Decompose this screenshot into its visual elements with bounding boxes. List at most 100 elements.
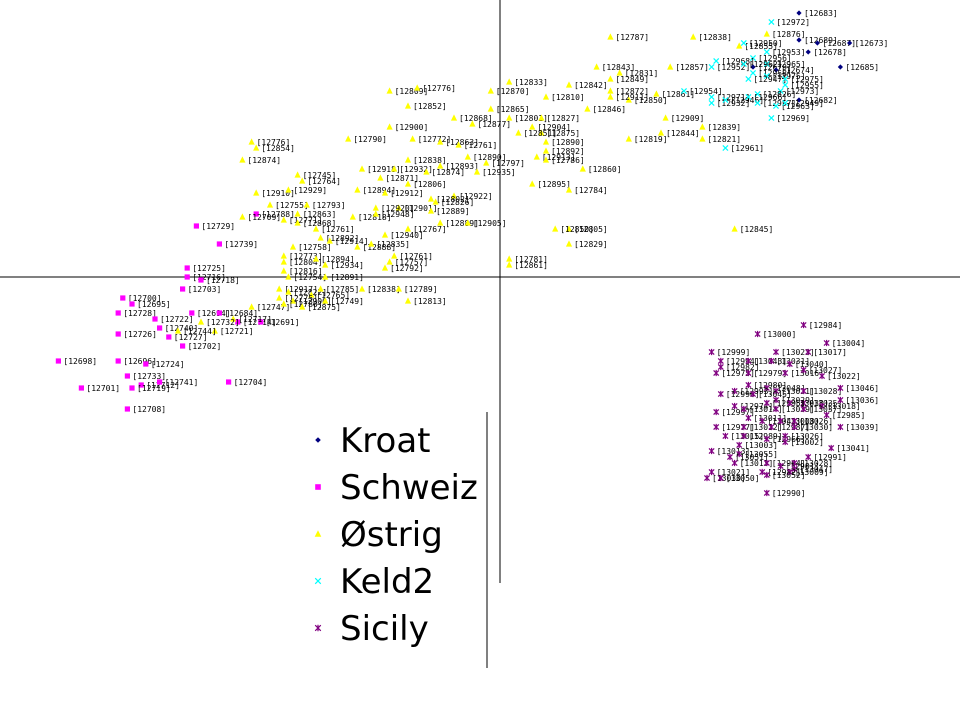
point-marker <box>772 387 780 395</box>
point-label: [12678] <box>813 48 847 57</box>
point-label: [12767] <box>413 225 447 234</box>
point-label: [12918] <box>367 165 401 174</box>
point-marker <box>736 441 743 449</box>
point-label: [12860] <box>588 165 622 174</box>
point-marker <box>280 267 287 274</box>
point-marker <box>763 435 770 443</box>
point-marker <box>129 385 135 391</box>
point-marker <box>542 93 550 100</box>
point-label: [12962] <box>749 60 783 69</box>
point-marker <box>565 81 573 88</box>
point-label: [12905] <box>473 219 507 228</box>
point-marker <box>708 447 715 455</box>
series-sicily: [12984][13000][13004][12999] [13023][1301… <box>703 321 879 498</box>
point-marker <box>404 297 412 304</box>
point-marker <box>381 189 389 196</box>
point-label: [12893] <box>445 162 479 171</box>
point-label: [13042] <box>767 417 801 426</box>
point-label: [12776] <box>257 138 291 147</box>
point-marker <box>294 171 301 178</box>
point-label: [12806] <box>413 180 447 189</box>
point-marker <box>157 325 163 331</box>
point-marker <box>542 156 550 163</box>
point-marker <box>703 474 711 482</box>
point-label: [13002] <box>790 438 824 447</box>
point-label: [12818] <box>358 213 392 222</box>
point-marker <box>772 348 780 356</box>
legend-swatch <box>315 437 321 443</box>
point-marker <box>280 252 287 259</box>
point-label: [12890] <box>551 138 585 147</box>
point-marker <box>782 432 789 440</box>
point-label: [12704] <box>234 378 268 387</box>
point-label: [12865] <box>496 105 530 114</box>
point-marker <box>713 408 720 416</box>
point-label: [12785] <box>326 285 360 294</box>
point-marker <box>303 201 310 208</box>
point-label: [12876] <box>772 30 806 39</box>
point-marker <box>138 382 144 388</box>
point-label: [13017] <box>813 348 847 357</box>
point-marker <box>180 343 186 349</box>
point-label: [12871] <box>385 174 419 183</box>
point-label: [12826] <box>763 90 797 99</box>
point-label: [12949] <box>790 99 824 108</box>
point-marker <box>800 405 807 413</box>
point-label: [12892] <box>551 147 585 156</box>
point-label: [12755] <box>275 201 309 210</box>
point-label: [12694] <box>197 309 231 318</box>
point-marker <box>506 261 513 268</box>
point-marker <box>722 432 729 440</box>
point-label: [12953] <box>772 48 806 57</box>
point-label: [12889] <box>445 219 479 228</box>
legend-entry-schweiz: Schweiz <box>315 468 478 508</box>
point-label: [12764] <box>307 177 341 186</box>
legend-entry-kroat: Kroat <box>315 421 431 461</box>
point-label: [13038] <box>795 399 829 408</box>
point-marker <box>717 357 724 365</box>
point-label: [12913] <box>542 153 576 162</box>
point-marker <box>763 471 770 479</box>
point-marker <box>317 234 324 241</box>
point-marker <box>708 63 715 71</box>
point-label: [12891] <box>330 273 364 282</box>
point-marker <box>427 207 435 214</box>
point-marker <box>483 159 490 166</box>
point-marker <box>823 339 830 347</box>
point-label: [13031] <box>776 357 810 366</box>
point-label: [13014] <box>749 405 783 414</box>
point-label: [12909] <box>671 114 705 123</box>
point-marker <box>828 444 835 452</box>
point-marker <box>786 399 793 407</box>
point-marker <box>763 384 770 392</box>
point-label: [12894] <box>321 255 355 264</box>
point-label: [12700] <box>128 294 162 303</box>
point-label: [12966] <box>753 93 787 102</box>
point-label: [13046] <box>845 384 879 393</box>
point-marker <box>837 423 844 431</box>
point-label: [13021] <box>781 387 815 396</box>
point-label: [12838] <box>698 33 732 42</box>
point-label: [12980] <box>753 381 787 390</box>
point-marker <box>289 297 297 304</box>
legend: Kroat Schweiz Østrig Keld2 Sicily <box>314 412 488 668</box>
point-marker <box>55 358 61 364</box>
point-label: [12895] <box>537 180 571 189</box>
point-marker <box>763 60 770 68</box>
point-marker <box>354 243 361 250</box>
point-label: [12758] <box>298 243 332 252</box>
point-label: [12725] <box>192 264 226 273</box>
point-label: [12984] <box>809 321 843 330</box>
point-marker <box>506 255 513 262</box>
point-label: [12904] <box>537 123 571 132</box>
point-label: [12804] <box>289 258 323 267</box>
point-label: [12744] <box>183 327 217 336</box>
point-label: [12797] <box>491 159 525 168</box>
point-label: [12979] <box>753 369 787 378</box>
point-marker <box>772 396 780 404</box>
legend-label: Kroat <box>340 421 431 461</box>
point-label: [12996] <box>726 390 760 399</box>
point-marker <box>786 468 793 476</box>
point-marker <box>230 315 237 322</box>
point-marker <box>294 210 301 217</box>
